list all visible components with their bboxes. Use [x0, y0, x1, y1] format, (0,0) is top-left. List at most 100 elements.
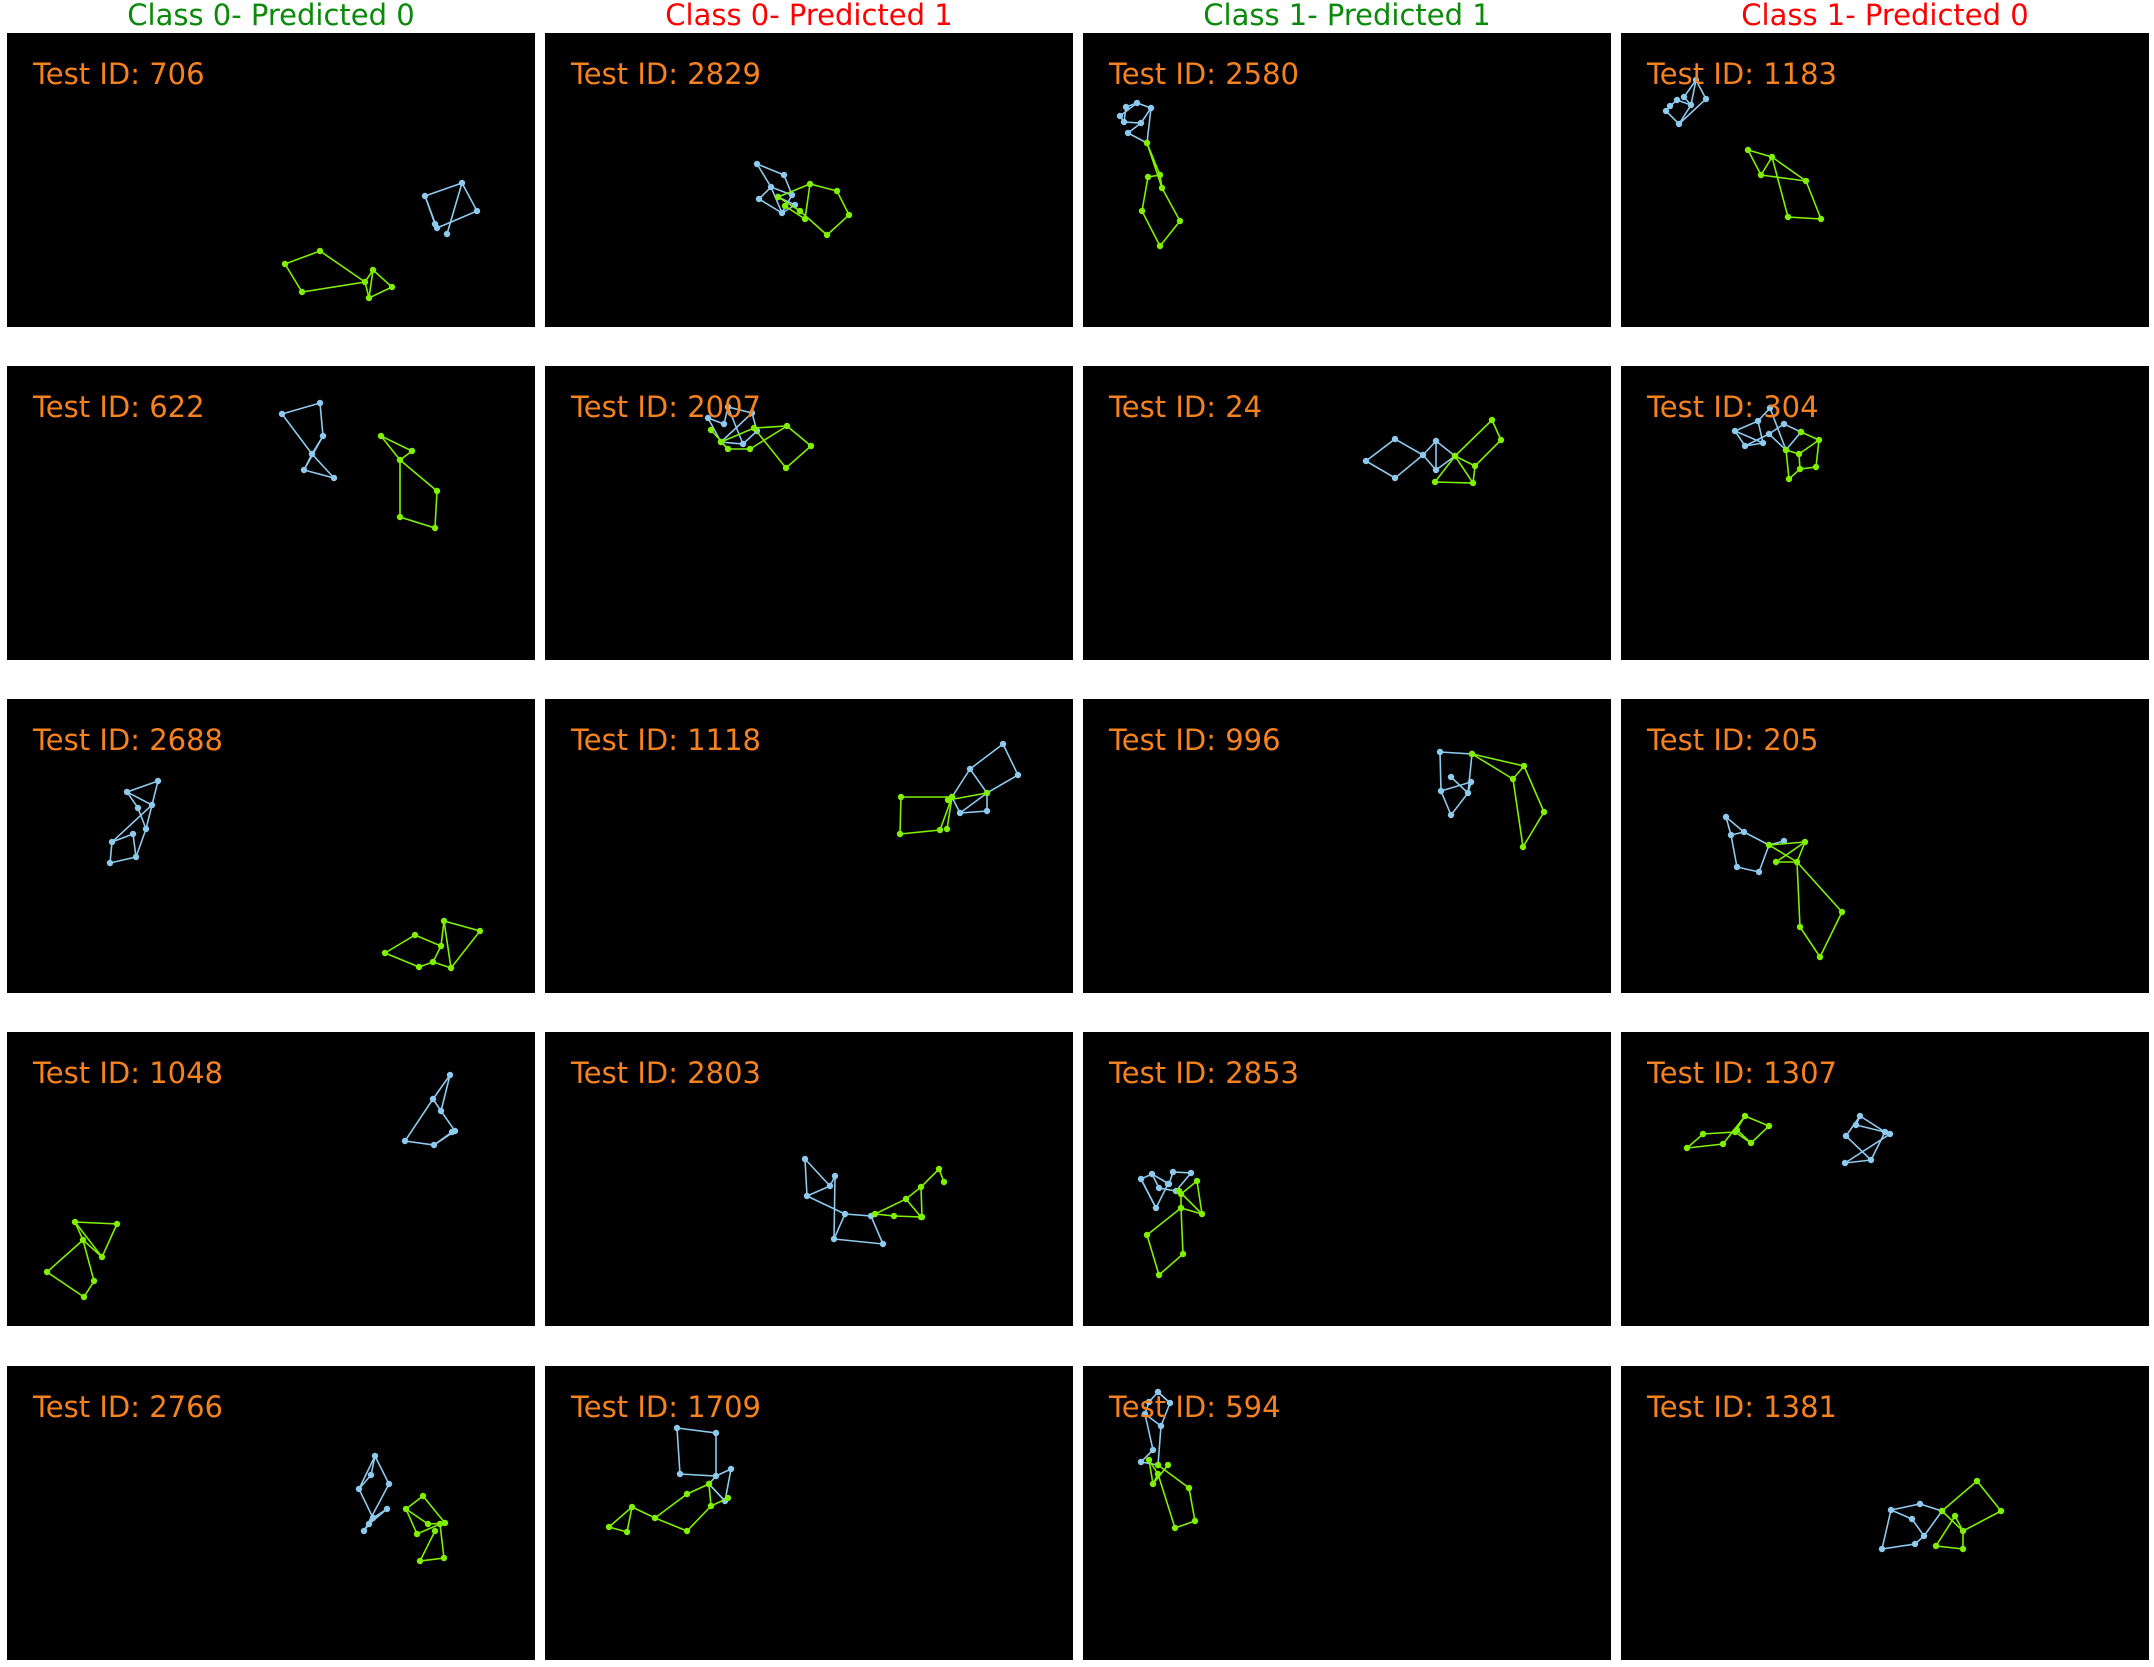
blue-graph-node [148, 801, 156, 809]
blue-graph-node [1766, 404, 1774, 412]
green-graph-edge [720, 425, 813, 470]
blue-graph-node [383, 1505, 391, 1513]
test-id-label: Test ID: 2580 [1109, 57, 1300, 91]
blue-graph-node [778, 209, 786, 217]
green-graph-node [424, 1520, 432, 1528]
graph-drawing [704, 403, 815, 472]
blue-graph-node [1731, 427, 1739, 435]
blue-graph [1362, 435, 1459, 482]
green-graph-node [388, 283, 396, 291]
green-graph-node [1785, 475, 1793, 483]
green-graph-node [1540, 808, 1548, 816]
blue-graph-node [780, 171, 788, 179]
test-id-label: Test ID: 24 [1109, 390, 1263, 424]
graph-panel: Test ID: 706 [7, 33, 535, 327]
green-graph-node [707, 426, 715, 434]
green-graph-node [1997, 1507, 2005, 1515]
green-graph-node [1488, 416, 1496, 424]
blue-graph-node [132, 853, 140, 861]
blue-graph-node [300, 466, 308, 474]
green-graph-node [917, 1183, 925, 1191]
green-graph [1431, 416, 1505, 487]
test-id-label: Test ID: 2688 [33, 723, 224, 757]
test-id-label: Test ID: 594 [1109, 1390, 1281, 1424]
green-graph-node [917, 1213, 925, 1221]
green-graph [1744, 146, 1825, 223]
blue-graph-node [1841, 1159, 1849, 1167]
green-graph [1782, 428, 1823, 483]
green-graph-node [1951, 1512, 1959, 1520]
green-graph-node [1154, 1470, 1162, 1478]
green-graph [871, 1165, 948, 1221]
blue-graph-node [1152, 1204, 1160, 1212]
graph-drawing [106, 777, 484, 972]
blue-graph-node [879, 1240, 887, 1248]
blue-graph-edge [109, 779, 160, 865]
blue-graph-node [767, 183, 775, 191]
test-id-label: Test ID: 205 [1647, 723, 1819, 757]
blue-graph-node [1673, 96, 1681, 104]
green-graph-node [113, 1220, 121, 1228]
green-graph [1683, 1112, 1773, 1152]
green-graph-edge [384, 934, 443, 968]
blue-graph-node [1432, 437, 1440, 445]
blue-graph-edge [281, 401, 337, 480]
green-graph-node [1719, 1140, 1727, 1148]
green-graph [707, 422, 815, 472]
blue-graph-node [367, 1471, 375, 1479]
graph-drawing [801, 1155, 948, 1248]
green-graph-node [774, 193, 782, 201]
green-graph-node [651, 1514, 659, 1522]
blue-graph-node [330, 474, 338, 482]
green-graph-node [1198, 1210, 1206, 1218]
green-graph-edge [1148, 1459, 1159, 1487]
column-title-1: Class 0- Predicted 1 [665, 0, 953, 32]
green-graph-node [943, 825, 951, 833]
graph-drawing [1116, 99, 1184, 250]
green-graph-edge [1776, 861, 1843, 959]
blue-graph-node [1733, 863, 1741, 871]
blue-graph-node [712, 1472, 720, 1480]
green-graph-node [396, 513, 404, 521]
green-graph [605, 1480, 732, 1536]
blue-graph-edge [424, 195, 436, 225]
green-graph-node [1816, 953, 1824, 961]
blue-graph-node [1149, 1446, 1157, 1454]
green-graph-node [1509, 775, 1517, 783]
test-id-label: Test ID: 2829 [571, 57, 762, 91]
blue-graph-node [676, 1470, 684, 1478]
green-graph-node [1683, 1144, 1691, 1152]
test-id-label: Test ID: 996 [1109, 723, 1281, 757]
blue-graph-node [801, 1155, 809, 1163]
blue-graph-node [431, 220, 439, 228]
green-graph-node [1699, 1130, 1707, 1138]
green-graph-node [1812, 463, 1820, 471]
blue-graph-edge [756, 163, 772, 188]
blue-graph-node [1436, 748, 1444, 756]
blue-graph-node [966, 765, 974, 773]
green-graph-node [1156, 242, 1164, 250]
green-graph-node [1817, 215, 1825, 223]
blue-graph-edge [957, 792, 988, 815]
blue-graph-edge [1450, 776, 1469, 794]
green-graph-node [1938, 1507, 1946, 1515]
blue-graph-edge [446, 182, 463, 235]
blue-graph [704, 403, 761, 448]
green-graph [1468, 750, 1548, 851]
green-graph-node [897, 793, 905, 801]
blue-graph-node [1759, 439, 1767, 447]
blue-graph [801, 1155, 887, 1248]
green-graph-node [440, 1554, 448, 1562]
green-graph-node [80, 1293, 88, 1301]
green-graph-node [1175, 1187, 1183, 1195]
green-graph-node [1796, 923, 1804, 931]
green-graph-node [1765, 841, 1773, 849]
green-graph-node [796, 207, 804, 215]
green-graph-node [1741, 1112, 1749, 1120]
green-graph-node [1451, 452, 1459, 460]
green-graph-node [1469, 479, 1477, 487]
blue-graph-edge [1845, 1114, 1887, 1162]
blue-graph-node [748, 409, 756, 417]
green-graph-node [1838, 908, 1846, 916]
green-graph-node [683, 1490, 691, 1498]
